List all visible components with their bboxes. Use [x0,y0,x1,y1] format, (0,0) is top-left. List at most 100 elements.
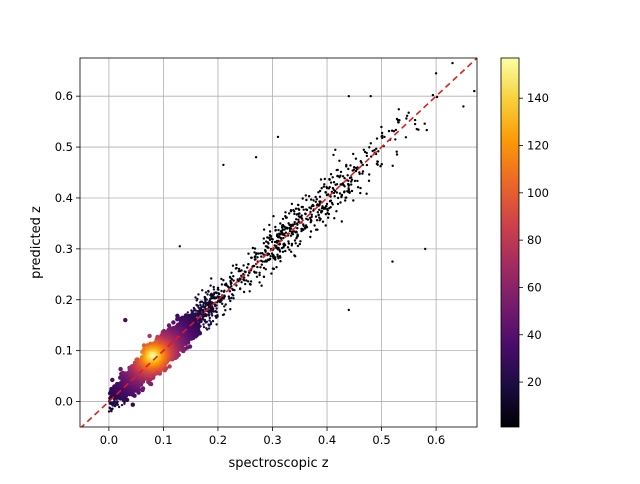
scatter-point [424,247,427,251]
scatter-point [212,310,215,313]
scatter-point [310,213,313,216]
scatter-point [397,121,400,124]
scatter-point [451,61,454,65]
scatter-point [255,253,258,256]
scatter-point [391,260,394,263]
scatter-point [120,403,124,407]
scatter-point [223,305,226,308]
scatter-point [349,164,352,167]
reference-line [80,58,477,427]
scatter-point [289,250,293,253]
scatter-point [347,95,350,98]
x-axis: 0.0 0.1 0.2 0.3 0.4 0.5 0.6 [100,427,445,447]
scatter-point [231,288,235,292]
scatter-point [286,246,290,249]
scatter-point [361,170,365,173]
scatter-point [323,183,326,186]
scatter-point [205,303,208,306]
scatter-point [325,193,329,197]
scatter-point [318,189,322,193]
scatter-point [293,239,297,242]
scatter-point [300,217,304,220]
colorbar [500,57,520,428]
scatter-point [294,207,298,210]
x-axis-label: spectroscopic z [228,456,328,471]
scatter-point [265,240,268,243]
scatter-point [276,255,279,258]
scatter-point [269,235,272,238]
scatter-point [215,316,218,319]
scatter-point [394,138,397,141]
scatter-point [150,354,156,359]
scatter-point [325,186,329,190]
scatter-point [202,301,205,305]
scatter-point [339,170,343,174]
scatter-point [380,131,384,135]
scatter-point [300,227,303,231]
scatter-point [107,410,111,413]
scatter-point [278,250,282,253]
scatter-point [276,235,280,239]
scatter-point [354,169,358,173]
scatter-point [431,93,435,97]
scatter-point [253,255,256,259]
scatter-point [314,195,317,199]
scatter-point [262,242,266,245]
scatter-point [318,216,321,219]
scatter-point [338,192,342,195]
scatter-point [314,228,318,231]
scatter-point [260,255,263,258]
scatter-point [309,221,312,224]
scatter-point [295,213,298,216]
scatter-point [249,280,253,283]
scatter-point [204,321,207,324]
scatter-point [245,279,248,282]
scatter-point [346,190,349,193]
scatter-point [197,293,200,296]
scatter-point [264,250,267,253]
scatter-point [278,233,281,236]
scatter-point [319,178,323,181]
reference-line-group [80,58,477,427]
scatter-point [215,301,219,304]
scatter-point [271,267,275,270]
scatter-point [201,311,205,314]
scatter-point [295,218,298,221]
scatter-point [275,246,278,249]
scatter-point [259,266,262,269]
scatter-point [208,319,211,322]
scatter-point [201,289,204,292]
scatter-point [268,223,271,227]
scatter-point [204,291,208,294]
colorbar-tick-label: 20 [527,375,542,389]
scatter-point [229,308,232,311]
scatter-point [253,271,257,274]
scatter-point [224,303,227,306]
scatter-point [167,364,172,369]
scatter-point [135,357,140,362]
scatter-point [365,154,369,158]
scatter-point [205,327,208,330]
scatter-point [358,172,361,176]
colorbar-tick-label: 60 [527,280,542,294]
scatter-point [230,296,233,300]
scatter-point [405,114,409,118]
scatter-point [381,136,384,140]
scatter-point [199,303,202,307]
x-tick-label: 0.6 [427,433,445,447]
scatter-point [270,240,274,244]
scatter-point [392,130,396,133]
scatter-point [248,271,251,275]
scatter-point [273,240,277,244]
scatter-point [317,191,320,194]
scatter-point [231,293,234,296]
scatter-point [222,163,225,167]
scatter-point [336,174,339,178]
scatter-point [258,271,261,274]
scatter-point [266,236,269,239]
scatter-point [380,125,383,129]
scatter-point [272,257,275,260]
scatter-point [473,89,476,93]
scatter-point [202,313,206,316]
